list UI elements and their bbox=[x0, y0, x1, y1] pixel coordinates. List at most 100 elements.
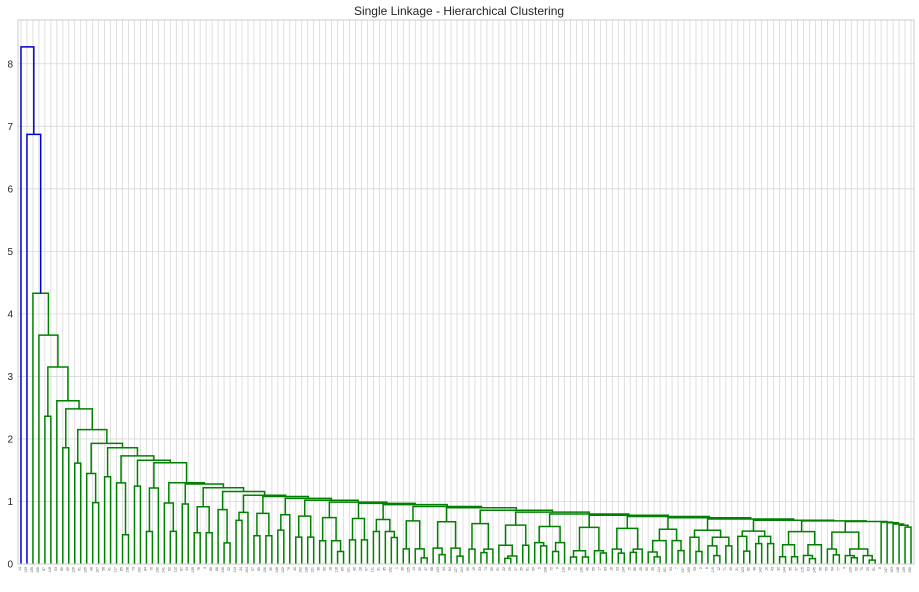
leaf-label: 72 bbox=[550, 567, 554, 571]
dendrogram-link bbox=[677, 549, 685, 564]
leaf-label: 137 bbox=[681, 567, 685, 573]
leaf-label: 111 bbox=[370, 567, 374, 572]
leaf-label: 8 bbox=[878, 567, 882, 569]
dendrogram-link bbox=[193, 532, 201, 564]
leaf-label: 48 bbox=[753, 567, 757, 571]
dendrogram-link bbox=[103, 476, 112, 564]
leaf-label: 133 bbox=[24, 567, 28, 573]
dendrogram-link bbox=[468, 548, 476, 564]
dendrogram-link bbox=[554, 541, 566, 564]
dendrogram-link bbox=[667, 516, 752, 530]
leaf-label: 40 bbox=[293, 567, 297, 571]
dendrogram-link bbox=[44, 415, 52, 564]
dendrogram-link bbox=[653, 556, 661, 564]
leaf-label: 143 bbox=[436, 567, 440, 573]
dendrogram-link bbox=[898, 524, 909, 564]
dendrogram-link bbox=[20, 46, 35, 564]
leaf-label: 93 bbox=[693, 567, 697, 571]
leaf-label: 71 bbox=[723, 567, 727, 571]
leaf-label: 125 bbox=[406, 567, 410, 573]
leaf-label: 41 bbox=[108, 567, 112, 571]
leaf-label: 136 bbox=[579, 567, 583, 573]
dendrogram-link bbox=[26, 133, 42, 564]
dendrogram-link bbox=[538, 525, 561, 543]
dendrogram-link bbox=[56, 400, 80, 564]
dendrogram-link bbox=[223, 542, 231, 564]
dendrogram-link bbox=[766, 542, 775, 564]
dendrogram-link bbox=[629, 551, 637, 564]
leaf-label: 2 bbox=[699, 567, 703, 569]
leaf-label: 70 bbox=[149, 567, 153, 571]
dendrogram-link bbox=[711, 536, 730, 546]
leaf-label: 94 bbox=[830, 567, 834, 571]
dendrogram-link bbox=[85, 472, 97, 564]
dendrogram-link bbox=[456, 555, 464, 564]
leaf-label: 106 bbox=[36, 567, 40, 573]
dendrogram-link bbox=[725, 545, 733, 564]
leaf-label: 129 bbox=[848, 567, 852, 573]
dendrogram-link bbox=[145, 530, 154, 564]
leaf-label: 89 bbox=[341, 567, 345, 571]
leaf-label: 22 bbox=[502, 567, 506, 571]
leaf-label: 16 bbox=[609, 567, 613, 571]
chart-title: Single Linkage - Hierarchical Clustering bbox=[354, 4, 564, 18]
leaf-label: 49 bbox=[729, 567, 733, 571]
leaf-label: 55 bbox=[490, 567, 494, 571]
dendrogram-link bbox=[133, 485, 142, 564]
dendrogram-link bbox=[262, 495, 310, 514]
dendrogram-link bbox=[754, 542, 763, 564]
leaf-label: 95 bbox=[789, 567, 793, 571]
dendrogram-link bbox=[658, 528, 678, 541]
dendrogram-link bbox=[826, 548, 838, 564]
leaf-label: 103 bbox=[890, 567, 894, 573]
dendrogram-link bbox=[689, 536, 700, 564]
leaf-label: 100 bbox=[137, 567, 141, 573]
leaf-label: 12 bbox=[717, 567, 721, 571]
dendrogram-link bbox=[436, 521, 457, 549]
dendrogram-link bbox=[849, 548, 869, 556]
leaf-label: 90 bbox=[466, 567, 470, 571]
dendrogram-link bbox=[713, 554, 721, 564]
dendrogram-link bbox=[616, 527, 639, 550]
leaf-label: 81 bbox=[526, 567, 530, 571]
leaf-label: 9 bbox=[556, 567, 560, 569]
dendrogram-link bbox=[438, 553, 446, 564]
leaf-label: 88 bbox=[215, 567, 219, 571]
leaf-label: 59 bbox=[824, 567, 828, 571]
leaf-label: 14 bbox=[18, 567, 22, 571]
leaf-label: 118 bbox=[48, 567, 52, 573]
dendrogram-link bbox=[402, 548, 411, 564]
leaf-label: 64 bbox=[448, 567, 452, 571]
dendrogram-link bbox=[880, 521, 894, 564]
leaf-label: 3 bbox=[203, 567, 207, 569]
leaf-label: 130 bbox=[155, 567, 159, 573]
dendrogram-link bbox=[412, 505, 483, 521]
leaf-label: 46 bbox=[585, 567, 589, 571]
dendrogram-link bbox=[277, 529, 285, 564]
dendrogram-link bbox=[306, 536, 315, 564]
dendrogram-link bbox=[420, 557, 428, 564]
leaf-label: 126 bbox=[263, 567, 267, 573]
dendrogram-link bbox=[348, 539, 357, 564]
dendrogram-link bbox=[588, 514, 670, 528]
leaf-label: 128 bbox=[305, 567, 309, 573]
y-tick-labels: 0 1 2 3 4 5 6 7 8 bbox=[7, 59, 13, 570]
leaf-label: 119 bbox=[711, 567, 715, 573]
dendrogram-link bbox=[295, 536, 303, 564]
leaf-label: 144 bbox=[783, 567, 787, 573]
dendrogram-link bbox=[336, 550, 345, 564]
leaf-label: 13 bbox=[412, 567, 416, 571]
leaf-label: 29 bbox=[866, 567, 870, 571]
leaf-label: 54 bbox=[669, 567, 673, 571]
dendrogram-link bbox=[539, 545, 548, 564]
dendrogram-link bbox=[787, 530, 816, 545]
leaf-label: 138 bbox=[126, 567, 130, 573]
dendrogram-link bbox=[504, 557, 512, 564]
dendrogram-link bbox=[235, 519, 243, 564]
leaf-label: 121 bbox=[347, 567, 351, 573]
leaf-label: 98 bbox=[90, 567, 94, 571]
leaf-label: 114 bbox=[657, 567, 661, 573]
leaf-label: 10 bbox=[765, 567, 769, 571]
dendrogram-link bbox=[163, 502, 175, 564]
leaf-label: 115 bbox=[800, 567, 804, 573]
